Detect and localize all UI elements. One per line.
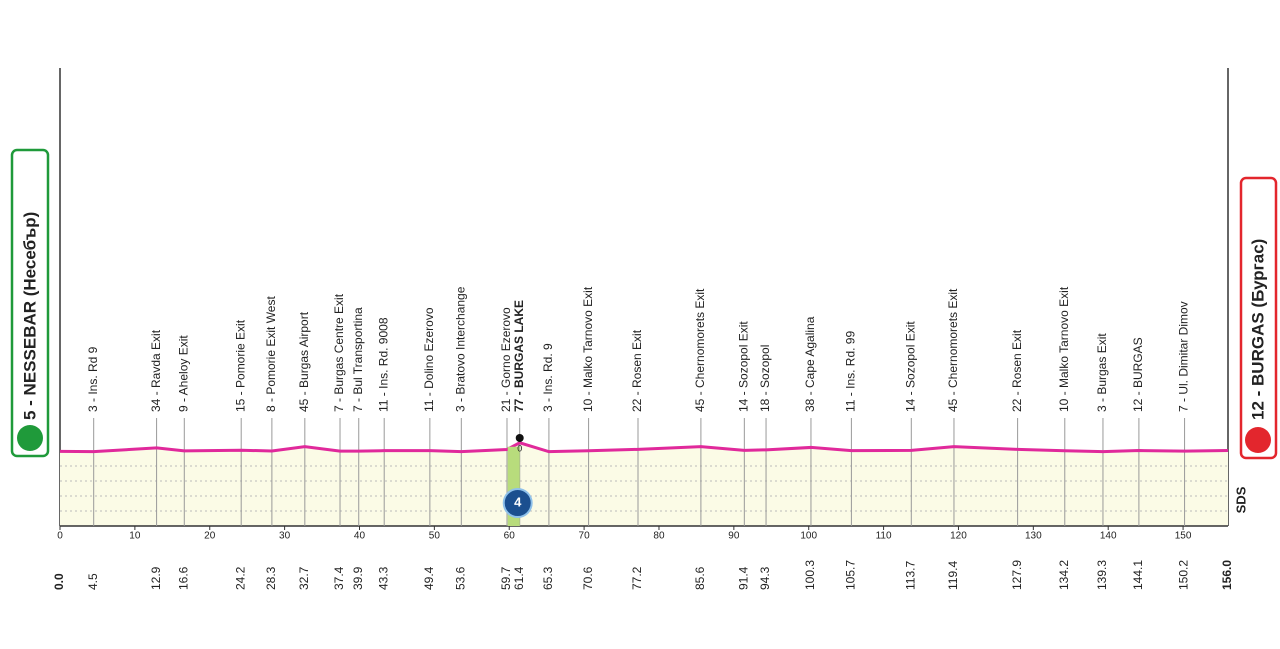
- summit-dot: [515, 434, 524, 442]
- km-label: 39.9: [351, 566, 365, 590]
- profile-area: [60, 442, 1228, 526]
- km-label: 105.7: [844, 560, 858, 590]
- x-tick-label: 80: [653, 531, 665, 542]
- x-tick-label: 90: [728, 531, 740, 542]
- finish-label: 12 - BURGAS (Бургас): [1248, 239, 1267, 420]
- x-tick-label: 30: [279, 531, 291, 542]
- x-tick-label: 60: [504, 531, 516, 542]
- waypoint-label: 3 - Ins. Rd 9: [86, 346, 100, 412]
- waypoint-label: 45 - Burgas Airport: [297, 311, 311, 412]
- waypoint-label: 77 - BURGAS LAKE: [512, 300, 526, 412]
- waypoint-label: 3 - Bratovo Interchange: [453, 286, 467, 412]
- start-icon: [17, 425, 43, 451]
- x-tick-label: 150: [1175, 531, 1192, 542]
- x-tick-label: 140: [1100, 531, 1117, 542]
- waypoint-label: 38 - Cape Agalina: [803, 316, 817, 412]
- start-box: [10, 148, 50, 458]
- km-label: 0.0: [52, 573, 66, 590]
- x-tick-label: 10: [129, 531, 141, 542]
- x-tick-label: 20: [204, 531, 216, 542]
- km-label: 16.6: [176, 566, 190, 590]
- km-label: 4.5: [86, 573, 100, 590]
- km-label: 150.2: [1177, 560, 1191, 590]
- x-tick-label: 120: [950, 531, 967, 542]
- x-tick-label: 130: [1025, 531, 1042, 542]
- waypoint-label: 45 - Chernomorets Exit: [946, 288, 960, 412]
- waypoint-label: 10 - Malko Tarnovo Exit: [581, 286, 595, 412]
- finish-box: [1239, 176, 1278, 460]
- km-label: 91.4: [737, 566, 751, 590]
- x-tick-label: 0: [57, 531, 63, 542]
- waypoint-label: 8 - Pomorie Exit West: [264, 296, 278, 412]
- waypoint-label: 15 - Pomorie Exit: [233, 319, 247, 412]
- waypoint-label: 7 - Burgas Centre Exit: [332, 293, 346, 412]
- waypoint-label: 11 - Dolino Ezerovo: [422, 307, 436, 412]
- waypoint-label: 21 - Gorno Ezerovo: [499, 307, 513, 412]
- waypoint-label: 7 - Bul Transportina: [351, 307, 365, 412]
- logo: SDS: [1233, 486, 1248, 513]
- waypoint-label: 11 - Ins. Rd. 99: [844, 331, 858, 412]
- waypoint-label: 11 - Ins. Rd. 9008: [376, 317, 390, 412]
- km-label: 12.9: [149, 566, 163, 590]
- marker-label: 0: [517, 443, 522, 453]
- waypoint-label: 10 - Malko Tarnovo Exit: [1057, 286, 1071, 412]
- km-label: 100.3: [803, 560, 817, 590]
- km-label: 134.2: [1057, 560, 1071, 590]
- km-label: 127.9: [1010, 560, 1024, 590]
- km-label: 32.7: [297, 566, 311, 590]
- waypoint-label: 22 - Rosen Exit: [630, 329, 644, 412]
- km-label: 24.2: [233, 566, 247, 590]
- waypoint-label: 14 - Sozopol Exit: [737, 321, 751, 412]
- waypoint-label: 18 - Sozopol: [758, 345, 772, 412]
- km-label: 43.3: [376, 566, 390, 590]
- waypoint-label: 14 - Sozopol Exit: [903, 321, 917, 412]
- waypoint-label: 22 - Rosen Exit: [1010, 329, 1024, 412]
- km-label: 70.6: [581, 566, 595, 590]
- x-tick-label: 100: [800, 531, 817, 542]
- start-label: 5 - NESSEBAR (Несебър): [20, 212, 39, 420]
- waypoint-label: 3 - Ins. Rd. 9: [541, 343, 555, 412]
- waypoint-label: 9 - Aheloy Exit: [176, 335, 190, 412]
- km-label: 37.4: [332, 566, 346, 590]
- x-tick-label: 110: [876, 531, 892, 542]
- km-label: 85.6: [693, 566, 707, 590]
- waypoint-label: 12 - BURGAS: [1131, 337, 1145, 412]
- waypoint-label: 7 - Ul. Dimitar Dimov: [1177, 301, 1191, 412]
- km-label: 139.3: [1095, 560, 1109, 590]
- km-label: 61.4: [512, 566, 526, 590]
- profile-line: [59, 441, 1229, 454]
- finish-icon: [1245, 427, 1271, 453]
- km-label: 94.3: [758, 566, 772, 590]
- km-label: 144.1: [1131, 560, 1145, 590]
- km-label: 53.6: [453, 566, 467, 590]
- x-tick-label: 40: [354, 531, 366, 542]
- waypoint-label: 34 - Ravda Exit: [149, 329, 163, 412]
- km-label: 28.3: [264, 566, 278, 590]
- km-label: 113.7: [903, 561, 917, 590]
- waypoint-label: 3 - Burgas Exit: [1095, 333, 1109, 412]
- km-label: 65.3: [541, 566, 555, 590]
- x-tick-label: 70: [579, 531, 591, 542]
- km-label: 49.4: [422, 566, 436, 590]
- km-label: 119.4: [946, 561, 960, 590]
- km-label: 59.7: [499, 566, 513, 590]
- kom-badge-label: 4: [514, 494, 522, 509]
- km-label: 77.2: [630, 566, 644, 590]
- kom-badge: [502, 488, 533, 518]
- x-tick-label: 50: [429, 531, 441, 542]
- km-label: 156.0: [1220, 560, 1234, 590]
- waypoint-label: 45 - Chernomorets Exit: [693, 288, 707, 412]
